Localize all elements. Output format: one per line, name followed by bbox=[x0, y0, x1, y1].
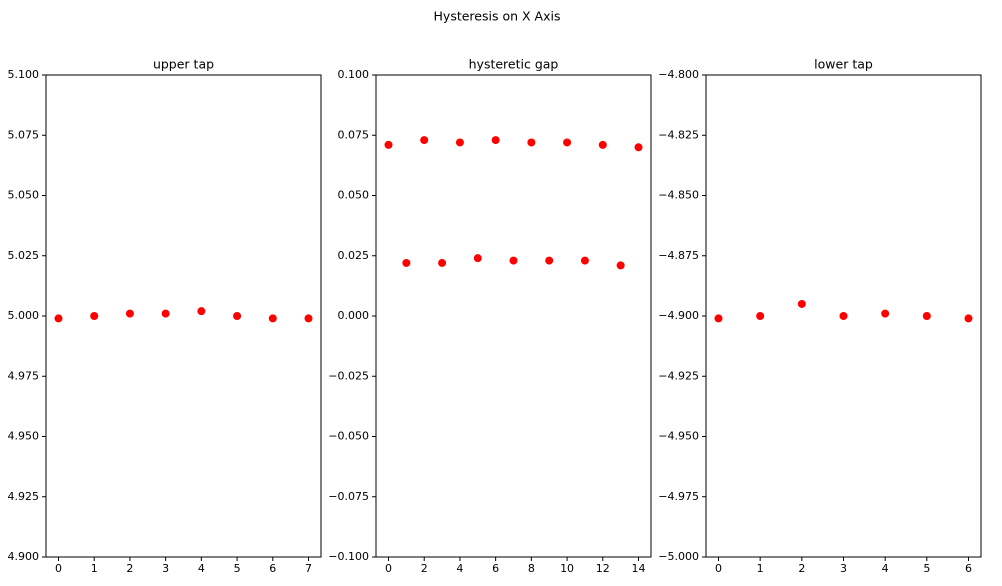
x-tick-label: 0 bbox=[715, 562, 722, 575]
point bbox=[839, 312, 848, 320]
point bbox=[233, 312, 242, 320]
figure-title: Hysteresis on X Axis bbox=[434, 9, 561, 24]
point bbox=[598, 140, 607, 149]
point bbox=[580, 256, 589, 265]
y-tick-label: 4.925 bbox=[8, 490, 40, 503]
x-tick-label: 5 bbox=[234, 562, 241, 575]
y-tick-label: −4.800 bbox=[658, 68, 699, 81]
point bbox=[714, 314, 723, 323]
axes-frame bbox=[375, 74, 652, 558]
y-tick-label: 0.075 bbox=[338, 128, 370, 141]
x-tick-label: 2 bbox=[421, 562, 428, 575]
point bbox=[563, 138, 572, 147]
point bbox=[634, 143, 643, 152]
x-tick-label: 0 bbox=[55, 562, 62, 575]
point bbox=[125, 309, 134, 318]
y-tick-label: −0.075 bbox=[328, 490, 369, 503]
y-tick-label: −0.025 bbox=[328, 369, 369, 382]
y-tick-label: 0.050 bbox=[338, 189, 370, 202]
y-tick-label: 0.000 bbox=[338, 309, 370, 322]
x-tick-label: 6 bbox=[269, 562, 276, 575]
y-tick-label: 4.975 bbox=[8, 369, 40, 382]
point bbox=[527, 138, 536, 147]
point bbox=[797, 299, 806, 308]
point bbox=[90, 312, 99, 320]
y-tick-label: −4.850 bbox=[658, 189, 699, 202]
y-tick-label: 0.025 bbox=[338, 249, 370, 262]
subplot-title: hysteretic gap bbox=[469, 57, 559, 72]
y-tick-label: 4.950 bbox=[8, 430, 40, 443]
x-tick-label: 10 bbox=[560, 562, 574, 575]
y-tick-label: 5.075 bbox=[8, 128, 40, 141]
point bbox=[304, 314, 313, 323]
x-tick-label: 12 bbox=[596, 562, 610, 575]
x-tick-label: 1 bbox=[757, 562, 764, 575]
point bbox=[881, 309, 890, 318]
subplot-title: lower tap bbox=[814, 57, 873, 72]
axes-frame bbox=[45, 74, 322, 558]
y-tick-label: 5.050 bbox=[8, 189, 40, 202]
y-tick-label: −4.975 bbox=[658, 490, 699, 503]
x-tick-label: 8 bbox=[528, 562, 535, 575]
point bbox=[545, 256, 554, 265]
y-tick-label: −4.900 bbox=[658, 309, 699, 322]
y-tick-label: −0.050 bbox=[328, 430, 369, 443]
y-tick-label: −4.825 bbox=[658, 128, 699, 141]
point bbox=[509, 256, 518, 265]
x-tick-label: 6 bbox=[965, 562, 972, 575]
point bbox=[402, 258, 411, 267]
x-tick-label: 0 bbox=[385, 562, 392, 575]
x-tick-label: 4 bbox=[456, 562, 463, 575]
point bbox=[922, 312, 931, 320]
x-tick-label: 14 bbox=[632, 562, 646, 575]
x-tick-label: 5 bbox=[923, 562, 930, 575]
x-tick-label: 3 bbox=[840, 562, 847, 575]
subplot-title: upper tap bbox=[153, 57, 214, 72]
x-tick-label: 2 bbox=[126, 562, 133, 575]
x-tick-label: 6 bbox=[492, 562, 499, 575]
y-tick-label: 0.100 bbox=[338, 68, 370, 81]
y-tick-label: 5.100 bbox=[8, 68, 40, 81]
point bbox=[964, 314, 973, 323]
point bbox=[384, 140, 393, 149]
y-tick-label: 5.000 bbox=[8, 309, 40, 322]
y-tick-label: −4.950 bbox=[658, 430, 699, 443]
x-tick-label: 7 bbox=[305, 562, 312, 575]
point bbox=[455, 138, 464, 147]
x-tick-label: 2 bbox=[798, 562, 805, 575]
point bbox=[438, 258, 447, 267]
point bbox=[616, 261, 625, 270]
x-tick-label: 3 bbox=[162, 562, 169, 575]
y-tick-label: −0.100 bbox=[328, 550, 369, 563]
x-tick-label: 1 bbox=[91, 562, 98, 575]
y-tick-label: −4.925 bbox=[658, 369, 699, 382]
point bbox=[491, 136, 500, 145]
point bbox=[161, 309, 170, 318]
x-tick-label: 4 bbox=[198, 562, 205, 575]
y-tick-label: −5.000 bbox=[658, 550, 699, 563]
point bbox=[197, 307, 206, 316]
y-tick-label: 4.900 bbox=[8, 550, 40, 563]
point bbox=[268, 314, 277, 323]
point bbox=[756, 312, 765, 320]
x-tick-label: 4 bbox=[882, 562, 889, 575]
point bbox=[54, 314, 63, 323]
point bbox=[473, 254, 482, 263]
y-tick-label: −4.875 bbox=[658, 249, 699, 262]
y-tick-label: 5.025 bbox=[8, 249, 40, 262]
point bbox=[420, 136, 429, 145]
